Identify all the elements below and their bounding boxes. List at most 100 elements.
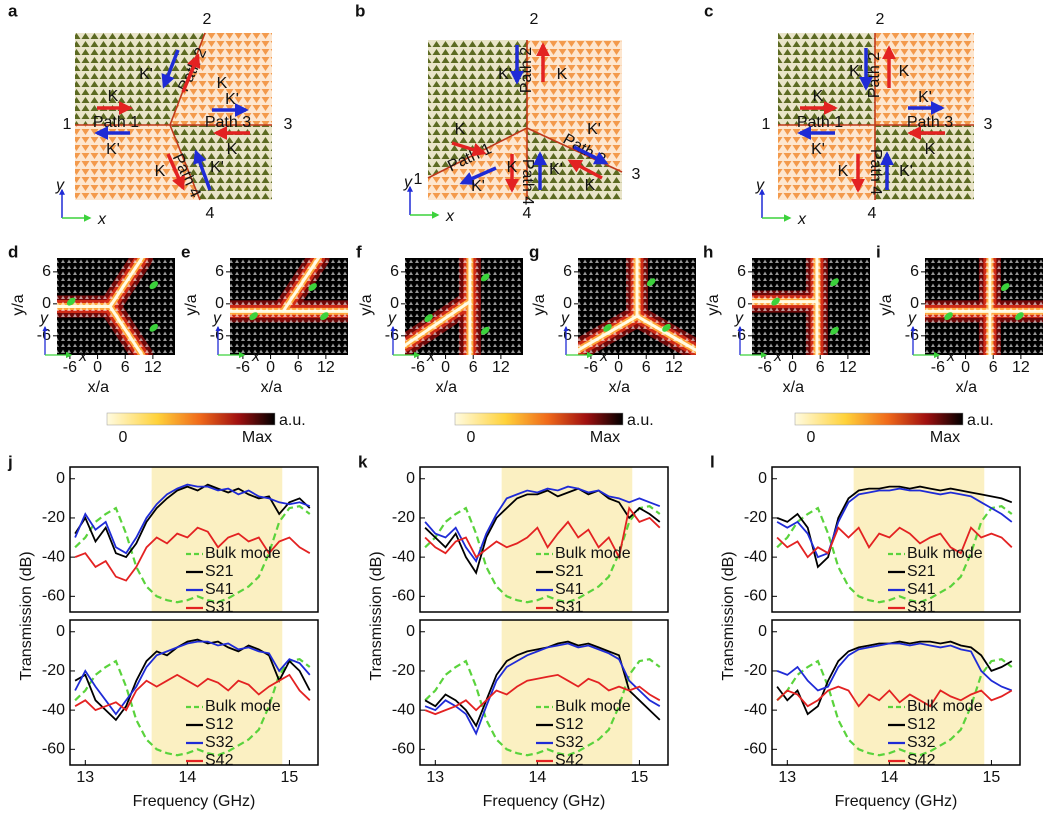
x-tick-label: 15 xyxy=(983,769,1001,786)
y-tick-label: 6 xyxy=(215,263,224,280)
legend-label: Bulk mode xyxy=(555,698,631,715)
legend-label: S12 xyxy=(205,716,234,733)
series-line xyxy=(776,640,1013,716)
port-label: 1 xyxy=(63,116,72,133)
valley-arrow xyxy=(567,159,603,180)
colorbar-label: 0 xyxy=(807,429,816,446)
valley-arrow xyxy=(451,141,487,157)
source-marker xyxy=(308,283,317,292)
colorbar xyxy=(106,412,276,426)
series-line xyxy=(776,526,1013,559)
panel-label: k xyxy=(358,452,368,471)
series-line xyxy=(776,642,1013,692)
port-label: 3 xyxy=(632,166,641,183)
x-axis-title: Frequency (GHz) xyxy=(483,793,606,810)
y-tick-label: -6 xyxy=(210,327,224,344)
y-tick-label: 0 xyxy=(406,470,415,487)
legend-label: Bulk mode xyxy=(555,545,631,562)
series-line xyxy=(776,685,1013,708)
y-tick-label: 6 xyxy=(42,263,51,280)
y-tick-label: -60 xyxy=(42,741,65,758)
valley-label: K' xyxy=(811,141,825,158)
valley-label: K' xyxy=(471,178,485,195)
legend-label: S21 xyxy=(555,563,584,580)
plot-area xyxy=(74,620,311,765)
y-tick-label: -6 xyxy=(905,327,919,344)
y-tick-label: -40 xyxy=(744,701,767,718)
field-map xyxy=(57,258,175,355)
plot-frame xyxy=(419,619,669,766)
path-label: Path 2 xyxy=(866,52,883,98)
valley-arrow xyxy=(573,145,609,165)
x-axis-title: x/a xyxy=(783,379,804,396)
port-label: 3 xyxy=(284,116,293,133)
y-tick-label: -40 xyxy=(392,548,415,565)
panel-label: h xyxy=(703,242,713,261)
series-line xyxy=(424,642,661,736)
source-marker xyxy=(480,326,490,335)
x-tick-label: 14 xyxy=(528,769,546,786)
source-marker xyxy=(1015,312,1024,321)
y-tick-label: 6 xyxy=(390,263,399,280)
colorbar xyxy=(794,412,964,426)
valley-label: K' xyxy=(849,63,863,80)
axis-label: x xyxy=(97,211,107,228)
legend-label: S12 xyxy=(555,716,584,733)
lattice-dots xyxy=(752,258,870,355)
waveguide-path xyxy=(526,127,623,173)
series-line xyxy=(74,483,311,555)
legend-label: S41 xyxy=(907,581,936,598)
port-label: 2 xyxy=(876,11,885,28)
x-axis-title: x/a xyxy=(88,379,109,396)
y-axis-title: Transmission (dB) xyxy=(720,551,737,680)
port-label: 3 xyxy=(984,116,993,133)
axis-label: x xyxy=(773,348,783,365)
y-tick-label: 0 xyxy=(215,295,224,312)
valley-label: K' xyxy=(918,89,932,106)
valley-label: K xyxy=(227,141,238,158)
legend-label: S32 xyxy=(205,734,234,751)
y-tick-label: -6 xyxy=(558,327,572,344)
source-marker xyxy=(424,314,433,323)
legend-label: Bulk mode xyxy=(205,698,281,715)
valley-arrow xyxy=(181,53,201,93)
x-tick-label: 6 xyxy=(121,359,130,376)
field-map xyxy=(405,258,523,355)
valley-label: K xyxy=(813,88,824,105)
y-tick-label: 0 xyxy=(56,623,65,640)
x-tick-label: -6 xyxy=(758,359,772,376)
series-line xyxy=(776,505,1013,604)
valley-label: K xyxy=(108,88,119,105)
y-tick-label: 6 xyxy=(910,263,919,280)
series-line xyxy=(74,638,311,722)
y-tick-label: -6 xyxy=(385,327,399,344)
valley-label: K xyxy=(507,159,518,176)
x-tick-label: 12 xyxy=(1012,359,1030,376)
port-label: 1 xyxy=(762,116,771,133)
x-tick-label: 6 xyxy=(469,359,478,376)
path-label: Path 4 xyxy=(867,149,884,195)
panel-label: i xyxy=(876,242,881,261)
y-tick-label: 0 xyxy=(758,623,767,640)
plot-frame xyxy=(771,619,1021,766)
y-tick-label: 0 xyxy=(42,295,51,312)
y-tick-label: 0 xyxy=(390,295,399,312)
legend-label: S31 xyxy=(555,599,584,616)
series-line xyxy=(776,485,1013,569)
series-line xyxy=(74,673,311,712)
x-tick-label: 12 xyxy=(317,359,335,376)
valley-label: K xyxy=(925,141,936,158)
axis-label: y xyxy=(755,177,765,194)
x-tick-label: 0 xyxy=(93,359,102,376)
lattice-olive xyxy=(75,33,205,125)
axis-label: x xyxy=(78,348,88,365)
lattice-dots xyxy=(405,258,523,355)
source-marker xyxy=(646,278,656,287)
y-axis-title: Transmission (dB) xyxy=(18,551,35,680)
x-tick-label: 0 xyxy=(788,359,797,376)
y-axis-title: y/a xyxy=(531,294,548,315)
legend-label: S41 xyxy=(205,581,234,598)
x-axis-title: x/a xyxy=(261,379,282,396)
lattice-olive xyxy=(170,125,272,200)
axis-label: y xyxy=(387,310,397,327)
